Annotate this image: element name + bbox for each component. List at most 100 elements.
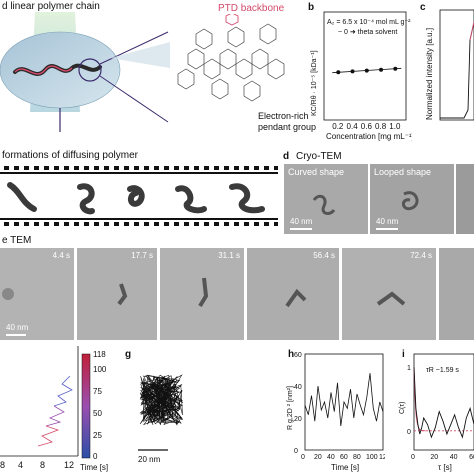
panel-b-point [336,70,341,75]
panel-g-scale-label: 20 nm [138,455,161,464]
tem-frame-1: 4.4 s 40 nm [0,248,74,340]
panel-a-illustration [0,12,170,132]
trajectory-red [37,425,60,447]
film-hole-top [54,166,59,170]
film-hole-top [94,166,99,170]
film-hole-bottom [34,222,39,226]
film-hole-bottom [234,222,239,226]
cbar-tick-75: 75 [93,387,102,396]
film-hole-bottom [24,222,29,226]
tem-frame-2: 17.7 s [77,248,157,340]
tem-frame-5-time: 72.4 s [410,251,432,260]
film-strip [0,165,278,227]
panel-h-letter: h [288,349,295,360]
looped-scale-label: 40 nm [376,217,399,226]
panel-f-xtick-left: 8 [0,460,5,470]
film-hole-bottom [144,222,149,226]
film-hole-bottom [4,222,9,226]
panel-d-letter: d [283,151,290,162]
panel-f-xtick-3: 12 [64,460,74,470]
film-hole-top [254,166,259,170]
cryo-tem-looped: Looped shape 40 nm [370,164,454,234]
film-hole-bottom [194,222,199,226]
panel-i-chart: 1 0 0 20 40 60 τ [s] τR ~1.59 s C(τ) [399,353,474,472]
panel-b-xtick: 0.8 [375,122,387,131]
film-hole-bottom [154,222,159,226]
panel-f-chart: 8 4 8 12 [0,346,79,470]
tem-scale-bar [6,334,26,336]
film-hole-top [144,166,149,170]
film-hole-top [34,166,39,170]
panel-b-xtick: 1.0 [389,122,401,131]
film-hole-bottom [54,222,59,226]
pendant-label-1: Electron-rich [258,111,309,121]
panel-i-letter: i [402,349,405,360]
panel-b-frame [323,11,407,121]
cbar-tick-25: 25 [93,431,102,440]
looped-scale-bar [376,228,398,230]
panel-h-chart: 60 40 20 00 20 40 60 80 100120 Time [s] R g,2D ² [… [287,352,385,472]
ptd-molecule-structure [177,14,285,102]
panel-b-point [350,69,355,74]
panel-h-ytick: 40 [294,384,302,391]
panel-h-xtick: 120 [379,454,385,461]
film-hole-top [204,166,209,170]
cryo-tem-third [456,164,474,234]
panel-h-frame [304,353,384,451]
panel-i-xtick: 40 [450,454,458,461]
film-hole-top [184,166,189,170]
cbar-tick-118: 118 [93,350,106,359]
panel-b-annotation-1: A₂ = 6.5 x 10⁻⁴ mol mL g⁻² [327,19,411,26]
panel-i-xtick: 60 [469,454,474,461]
film-hole-bottom [214,222,219,226]
trajectory-purple [45,405,65,427]
panel-b-xtick: 0.4 [347,122,359,131]
cbar-tick-50: 50 [93,409,102,418]
panel-h-xtick: 60 [340,454,348,461]
film-hole-top [234,166,239,170]
film-hole-bottom [104,222,109,226]
film-hole-bottom [124,222,129,226]
film-hole-top [124,166,129,170]
panel-c-chart: Normalized intensity [a.u.] [425,9,474,121]
panel-c-letter: c [420,2,426,13]
panel-i-xtick: 20 [430,454,438,461]
film-hole-bottom [174,222,179,226]
film-hole-bottom [14,222,19,226]
panel-h-ytick: 0 [294,448,298,455]
zoom-circle [78,58,102,82]
film-hole-bottom [114,222,119,226]
film-hole-top [214,166,219,170]
tem-frame-1-time: 4.4 s [52,251,70,260]
panel-g-chart: 20 nm [138,374,184,464]
film-hole-bottom [134,222,139,226]
looped-shape-label: Looped shape [374,167,432,177]
panel-h-xlabel: Time [s] [331,463,359,472]
panel-b-point [379,67,384,72]
panel-b-xtick: 0.2 [332,122,344,131]
tem-frame-5: 72.4 s [342,248,436,340]
panel-b-annotation-2: ~ 0 ➜ theta solvent [338,29,397,36]
film-hole-bottom [84,222,89,226]
panel-h-xtick: 100 [366,454,378,461]
tem-frame-3: 31.1 s [160,248,244,340]
conformation-1 [7,182,37,212]
panel-f-xtick-1: 4 [18,460,23,470]
panel-i-ytick: 1 [407,365,411,372]
film-hole-top [274,166,278,170]
film-hole-top [74,166,79,170]
panel-b-ylabel: KC/Rθ · 10⁻⁵ [kDa⁻¹] [311,50,318,116]
panel-b-point [364,68,369,73]
cbar-tick-100: 100 [93,365,107,374]
panel-h-ylabel: R g,2D ² [nm²] [287,386,294,430]
film-hole-top [44,166,49,170]
film-hole-top [154,166,159,170]
panel-b-xlabel: Concentration [mg mL⁻¹] [326,132,412,141]
panel-i-fit [413,366,426,432]
panel-a-title: d linear polymer chain [2,1,100,12]
film-hole-bottom [274,222,278,226]
film-hole-top [114,166,119,170]
film-hole-top [264,166,269,170]
panel-i-frame [413,353,474,451]
panel-h-xtick: 20 [314,454,322,461]
